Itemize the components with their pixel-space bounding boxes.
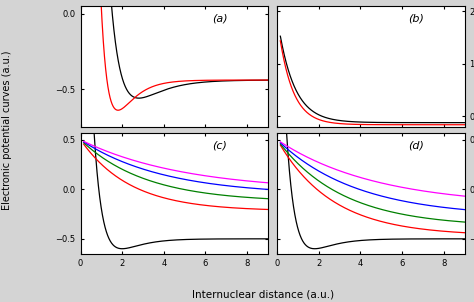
Text: Internuclear distance (a.u.): Internuclear distance (a.u.)	[192, 289, 334, 300]
Text: (c): (c)	[212, 140, 227, 150]
Text: (d): (d)	[408, 140, 424, 150]
Text: Electronic potential curves (a.u.): Electronic potential curves (a.u.)	[2, 50, 12, 210]
Text: (b): (b)	[408, 13, 424, 23]
Text: (a): (a)	[212, 13, 228, 23]
